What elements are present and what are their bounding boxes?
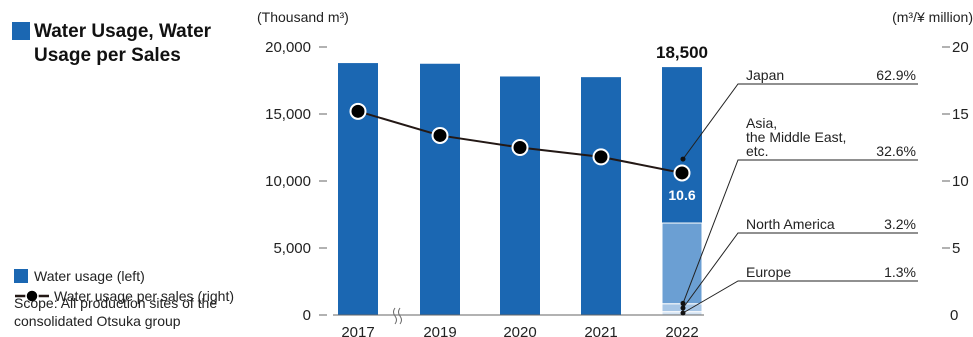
title-square-icon [12, 22, 30, 40]
breakdown-share-label: 32.6% [876, 143, 916, 159]
bar-2017 [338, 63, 378, 315]
breakdown-region-label: Asia, [746, 115, 777, 131]
x-tick-label-2021: 2021 [584, 324, 617, 337]
right-tick-label: 5 [952, 240, 960, 257]
chart-title-block: Water Usage, Water Usage per Sales [12, 20, 252, 68]
line-point-2019 [431, 126, 449, 144]
left-axis-unit: (Thousand m³) [257, 9, 349, 25]
legend-item-water-usage-per-sales: Water usage per sales (right) [14, 286, 234, 306]
bar-2020 [500, 76, 540, 315]
breakdown-region-label: etc. [746, 143, 769, 159]
leader-dot-3 [680, 305, 686, 311]
breakdown-share-label: 1.3% [884, 264, 916, 280]
left-tick-label: 10,000 [265, 173, 311, 190]
legend-bar-icon [14, 269, 28, 283]
x-tick-label-2017: 2017 [341, 324, 374, 337]
bar-2022-segment-2 [661, 222, 703, 305]
data-label-line-2022: 10.6 [668, 187, 695, 203]
line-point-2020 [511, 139, 529, 156]
breakdown-region-label: North America [746, 216, 835, 232]
right-tick-label: 15 [952, 106, 969, 123]
bar-2019 [420, 63, 460, 315]
line-point-2017 [349, 102, 367, 120]
leader-line-3 [682, 232, 918, 309]
legend-item-water-usage: Water usage (left) [14, 266, 234, 286]
breakdown-region-label: the Middle East, [746, 129, 846, 145]
right-tick-label: 20 [952, 39, 969, 56]
leader-line-4 [682, 280, 918, 314]
legend-line-marker-icon [15, 289, 49, 303]
legend-label-water-usage: Water usage (left) [34, 268, 145, 284]
right-axis-unit: (m³/¥ million) [892, 9, 973, 25]
line-point-2021 [592, 148, 610, 166]
left-tick-label: 0 [303, 307, 311, 324]
x-tick-label-2020: 2020 [503, 324, 536, 337]
legend-label-water-usage-per-sales: Water usage per sales (right) [54, 288, 234, 304]
breakdown-region-label: Japan [746, 67, 784, 83]
leader-line-2 [682, 159, 918, 304]
x-tick-label-2019: 2019 [423, 324, 456, 337]
left-tick-label: 5,000 [273, 240, 311, 257]
scope-note: Scope: All production sites of the conso… [14, 295, 218, 329]
leader-dot-4 [680, 310, 686, 316]
right-tick-label: 10 [952, 173, 969, 190]
right-tick-label: 0 [950, 307, 958, 324]
bar-2022-segment-1 [662, 67, 702, 224]
leader-dot-2 [680, 300, 686, 306]
axis-break-icon [393, 307, 402, 325]
data-label-total-2022: 18,500 [656, 43, 708, 62]
bar-2021 [581, 77, 621, 316]
breakdown-share-label: 3.2% [884, 216, 916, 232]
breakdown-region-label: Europe [746, 264, 791, 280]
leader-dot-1 [680, 156, 686, 162]
breakdown-share-label: 62.9% [876, 67, 916, 83]
x-tick-label-2022: 2022 [665, 324, 698, 337]
left-tick-label: 20,000 [265, 39, 311, 56]
line-point-2022 [673, 164, 691, 182]
legend: Water usage (left) Water usage per sales… [14, 266, 234, 306]
leader-line-1 [682, 83, 918, 160]
chart-title: Water Usage, Water Usage per Sales [34, 21, 212, 66]
left-tick-label: 15,000 [265, 106, 311, 123]
